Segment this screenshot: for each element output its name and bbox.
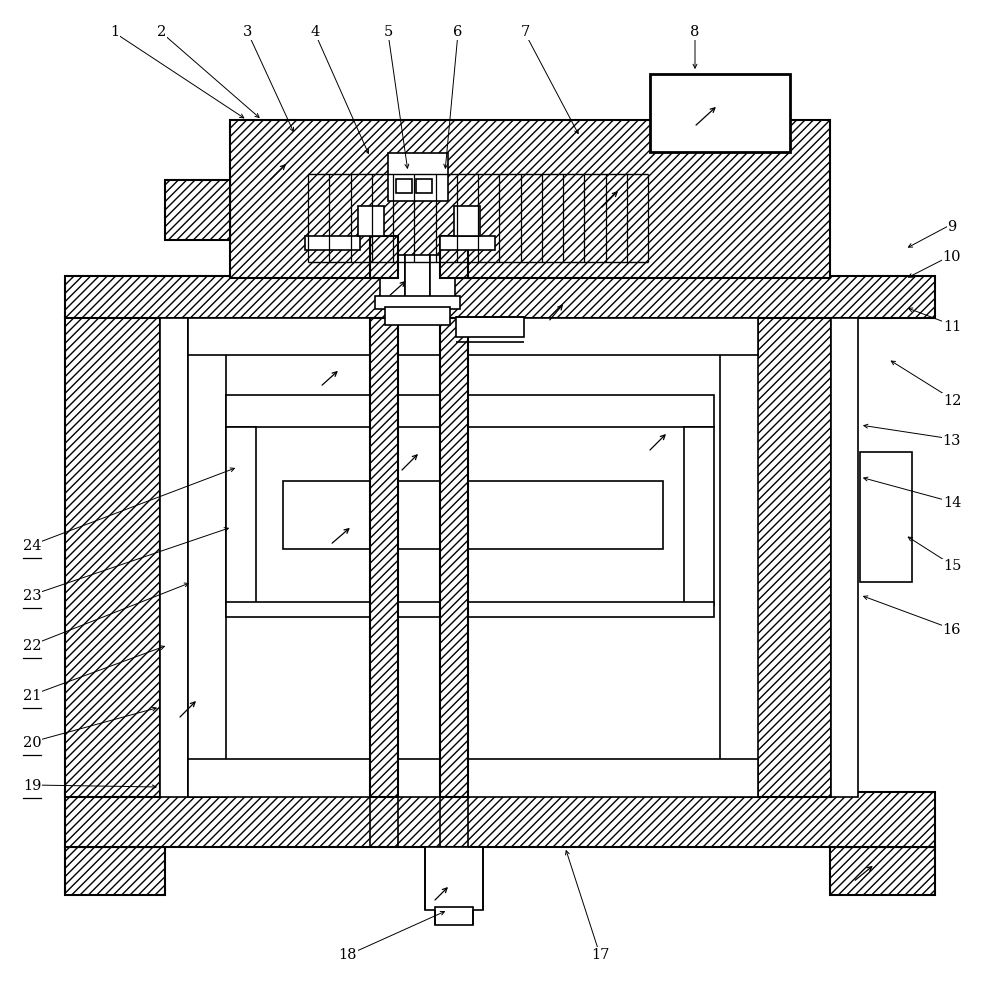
Bar (370, 236, 398, 278)
Bar (188, 759, 758, 797)
Bar (416, 179, 432, 193)
Bar (65, 847, 165, 895)
Text: 15: 15 (943, 559, 961, 573)
Bar (385, 307, 450, 325)
Bar (305, 236, 360, 250)
Bar (65, 317, 160, 797)
Bar (430, 255, 455, 297)
Bar (358, 206, 384, 236)
Text: 6: 6 (453, 25, 463, 39)
Text: 5: 5 (383, 25, 393, 39)
Text: 22: 22 (23, 639, 41, 653)
Bar (756, 317, 831, 797)
Bar (831, 318, 858, 797)
Bar (405, 255, 430, 297)
Text: 1: 1 (110, 25, 120, 39)
Bar (396, 179, 412, 193)
Bar (226, 427, 256, 605)
Bar (650, 74, 790, 152)
Text: 11: 11 (943, 320, 961, 334)
Text: 14: 14 (943, 497, 961, 510)
Text: 21: 21 (23, 689, 41, 703)
Text: 17: 17 (591, 948, 609, 962)
Text: 2: 2 (157, 25, 167, 39)
Bar (165, 180, 230, 240)
Text: 3: 3 (243, 25, 253, 39)
Bar (440, 236, 495, 250)
Text: 20: 20 (23, 736, 41, 750)
Bar (160, 318, 188, 797)
Bar (226, 395, 714, 427)
Bar (375, 296, 460, 309)
Bar (65, 276, 935, 318)
Bar (860, 452, 912, 582)
Text: 23: 23 (23, 589, 41, 603)
Bar (380, 255, 405, 297)
Bar (370, 318, 398, 797)
Bar (283, 481, 663, 549)
Bar (830, 847, 935, 895)
Text: 16: 16 (943, 623, 961, 637)
Text: 8: 8 (690, 25, 700, 39)
Bar (230, 120, 830, 278)
Text: 12: 12 (943, 394, 961, 408)
Text: 9: 9 (947, 220, 957, 234)
Bar (440, 236, 468, 278)
Bar (65, 792, 935, 847)
Text: 24: 24 (23, 539, 41, 553)
Bar (456, 317, 524, 337)
Bar (188, 318, 758, 355)
Text: 7: 7 (520, 25, 530, 39)
Bar (226, 602, 714, 617)
Text: 13: 13 (943, 434, 961, 448)
Bar (388, 153, 448, 201)
Bar (188, 318, 226, 797)
Bar (454, 206, 480, 236)
Bar (435, 907, 473, 925)
Text: 10: 10 (943, 250, 961, 264)
Bar (425, 847, 483, 910)
Bar (655, 78, 785, 148)
Text: 19: 19 (23, 779, 41, 793)
Text: 4: 4 (310, 25, 320, 39)
Bar (440, 318, 468, 797)
Text: 18: 18 (339, 948, 357, 962)
Bar (684, 427, 714, 605)
Bar (720, 318, 758, 797)
